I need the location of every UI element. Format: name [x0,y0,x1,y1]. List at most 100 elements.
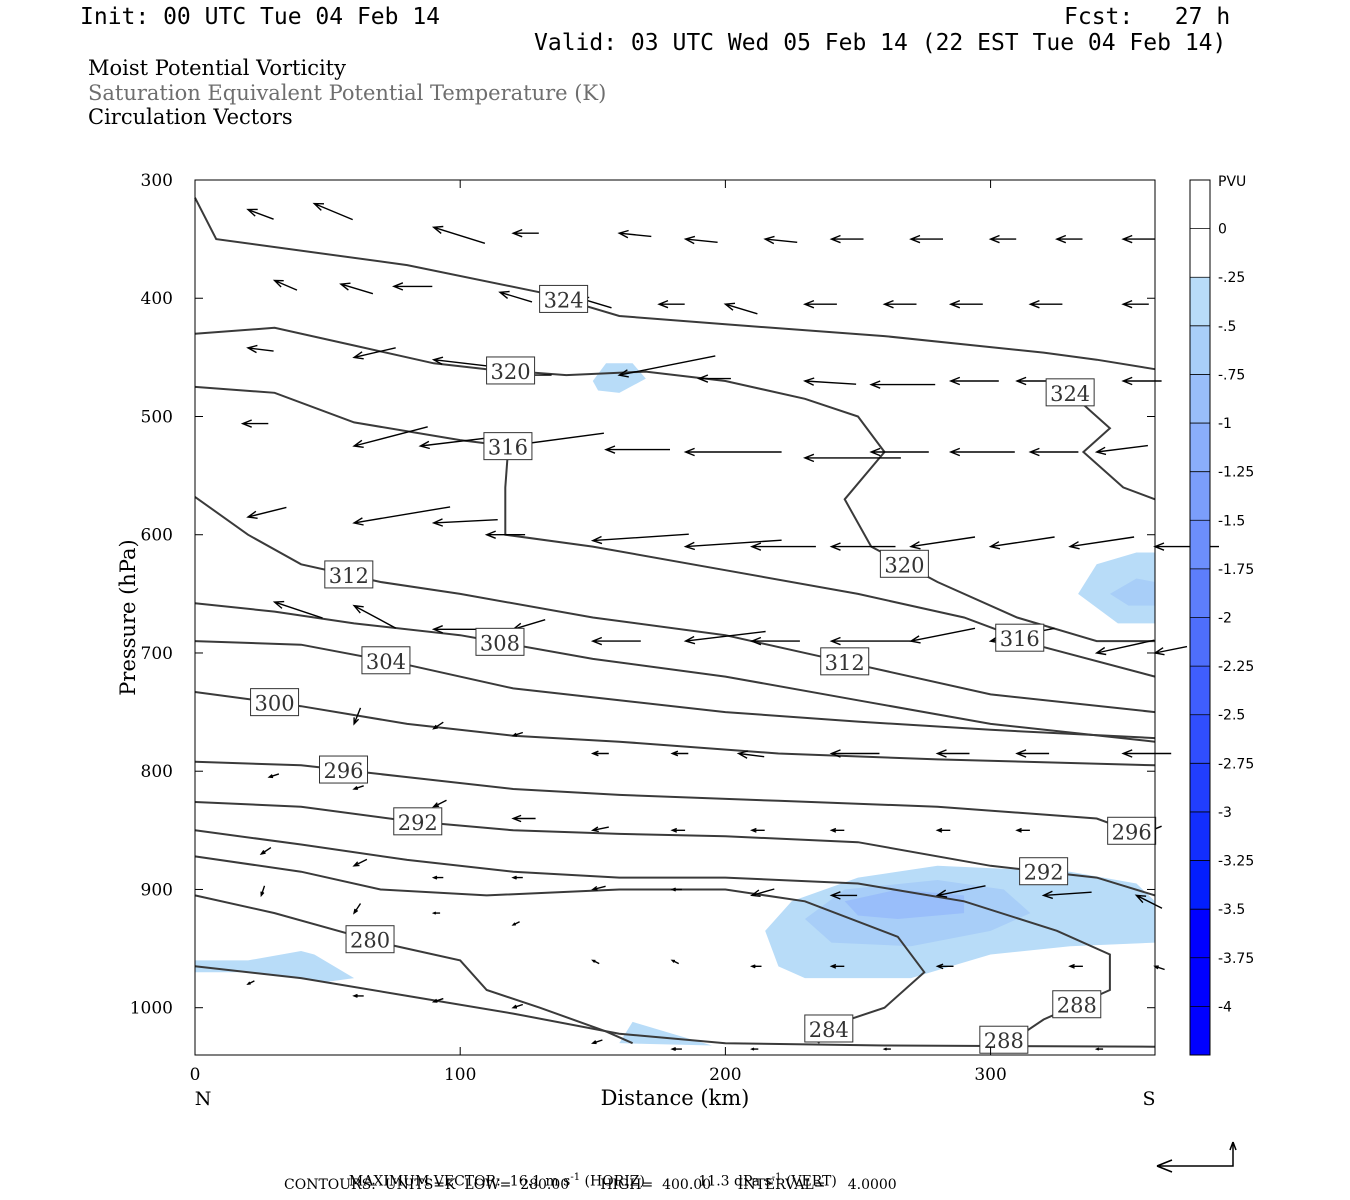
x-tick-label: 200 [709,1065,741,1085]
contour-label-text: 284 [809,1018,849,1042]
circulation-vector [697,374,731,383]
x-end-label-north: N [195,1088,212,1110]
circulation-vector [352,993,364,998]
circulation-vector [259,847,272,856]
colorbar-label: -4 [1218,999,1232,1015]
circulation-vector [750,827,765,833]
colorbar-label: -2 [1218,611,1232,627]
circulation-vector [657,299,685,309]
colorbar-swatch [1190,471,1210,521]
circulation-vector [988,536,1055,550]
contour-label: 324 [539,284,589,313]
circulation-vector [935,885,986,898]
circulation-vector [352,347,396,360]
contour-label-text: 320 [491,360,531,384]
circulation-vector [750,1047,759,1051]
circulation-vector [353,903,362,915]
y-tick-label: 500 [141,407,173,427]
contour-label-text: 292 [398,811,438,835]
contour-label-layer: 324 324 320 316 312 308 304 300 296 292 288 284 280 3… [250,284,1157,1054]
contour-label: 316 [995,623,1045,652]
circulation-vector [1134,894,1163,909]
circulation-vector [431,225,486,244]
colorbar-label: -1 [1218,416,1232,432]
circulation-vector [352,426,428,448]
x-tick-label: 100 [444,1065,476,1085]
circulation-vector [909,536,976,550]
circulation-vector [511,228,539,238]
field-title-pv: Moist Potential Vorticity [88,56,346,80]
circulation-vector [1121,299,1149,309]
circulation-vector [882,1047,891,1051]
field-title-vectors: Circulation Vectors [88,105,293,129]
colorbar-swatch [1190,228,1210,278]
colorbar-swatch [1190,714,1210,764]
circulation-vector [670,1047,682,1052]
circulation-vector [484,530,526,539]
circulation-vector [683,447,782,457]
circulation-vector [1068,963,1083,969]
circulation-vector [353,707,362,726]
circulation-vector [590,750,609,757]
circulation-vector [803,453,901,463]
contour-label-text: 304 [366,650,406,674]
contour-label: 308 [475,627,525,656]
contour-label: 296 [1107,816,1157,845]
circulation-vector [392,282,433,291]
circulation-vector [1068,536,1135,550]
contour-label: 300 [250,688,300,717]
circulation-vector [935,827,951,833]
circulation-vector [511,814,536,823]
circulation-vector [948,376,999,386]
circulation-vector [803,299,837,309]
pv-region [592,363,646,393]
colorbar-label: -3.5 [1218,902,1245,918]
colorbar-label: -3 [1218,805,1232,821]
circulation-vector [617,355,716,378]
colorbar-swatch [1190,617,1210,667]
circulation-vector [272,279,298,291]
max-vector-label: MAXIMUM VECTOR: [348,1173,501,1190]
max-vector-horiz: 16.1 m s [509,1173,571,1190]
circulation-vector [431,518,498,527]
circulation-vector [246,208,274,220]
colorbar-label: -3.25 [1218,854,1254,870]
pv-shading-layer [195,363,1155,1046]
circulation-vector [498,290,533,303]
circulation-vector [829,827,845,833]
colorbar-label: -2.5 [1218,708,1245,724]
contour-label: 320 [879,549,929,578]
circulation-vector [604,445,670,454]
colorbar-swatch [1190,957,1210,1007]
max-vector-vert: 11.3 dPa s [698,1173,772,1190]
y-tick-label: 900 [141,880,173,900]
circulation-vector [750,888,775,897]
circulation-vector [591,1039,603,1045]
circulation-vector [511,731,524,737]
circulation-vector [869,447,929,457]
circulation-vector [431,799,447,808]
circulation-vector [948,299,983,309]
circulation-vector [272,600,323,619]
circulation-vector [909,627,976,644]
contour-label-text: 296 [323,759,363,783]
colorbar-swatch [1190,568,1210,618]
circulation-vector [432,721,444,730]
colorbar-swatch [1190,277,1210,327]
circulation-vector [1015,827,1030,833]
y-tick-label: 400 [141,289,173,309]
circulation-vector [431,997,444,1003]
contour-label: 280 [345,925,395,954]
colorbar-swatch [1190,811,1210,862]
y-tick-label: 1000 [130,999,173,1019]
contour-label-text: 316 [1000,627,1040,651]
valid-time: Valid: 03 UTC Wed 05 Feb 14 (22 EST Tue … [534,30,1227,56]
contour-label-text: 288 [1057,994,1097,1018]
circulation-vector [246,344,274,354]
contour-label: 312 [820,647,870,676]
circulation-vector [829,749,880,758]
theta-contour-304 [194,640,1156,740]
circulation-vector [750,636,800,646]
contour-label-text: 280 [350,929,390,953]
axes-layer: 300 400 500 600 700 800 900 1000 0 100 200 300 N S Dis… [116,171,1156,1110]
